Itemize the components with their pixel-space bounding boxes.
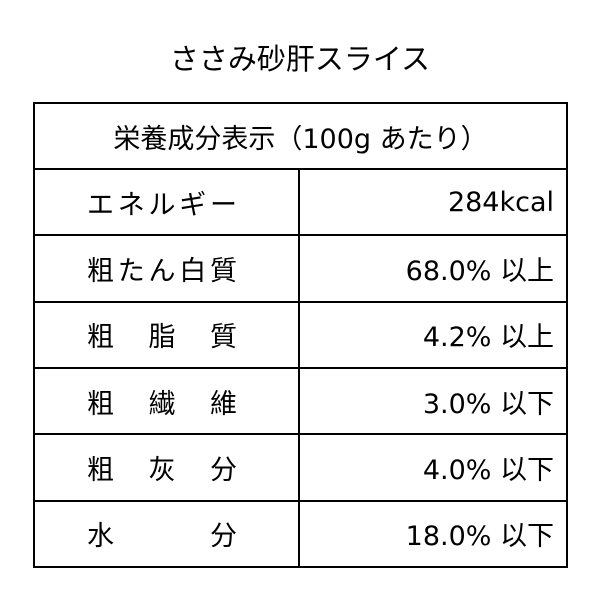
product-title: ささみ砂肝スライス	[169, 42, 431, 76]
nutrient-label-cell: 粗脂質	[33, 300, 300, 369]
nutrient-label-cell: 粗たん白質	[33, 234, 300, 303]
nutrient-label: 粗繊維	[87, 388, 237, 420]
nutrient-label-cell: 粗繊維	[33, 366, 300, 436]
nutrient-value: 18.0% 以下	[298, 499, 568, 569]
table-row: 粗たん白質 68.0% 以上	[33, 234, 568, 303]
table-header-row: 栄養成分表示（100g あたり）	[33, 102, 568, 170]
nutrient-label: 粗脂質	[87, 322, 237, 354]
table-row: 水分 18.0% 以下	[33, 499, 568, 569]
nutrient-value: 284kcal	[298, 167, 568, 237]
nutrient-value: 3.0% 以下	[298, 366, 568, 436]
nutrient-label: 水分	[87, 521, 237, 553]
nutrient-label-cell: エネルギー	[33, 167, 300, 237]
nutrient-value: 4.2% 以上	[298, 300, 568, 369]
nutrient-value: 4.0% 以下	[298, 433, 568, 502]
nutrient-label: 粗たん白質	[87, 255, 237, 287]
table-row: 粗繊維 3.0% 以下	[33, 366, 568, 436]
nutrient-value: 68.0% 以上	[298, 234, 568, 303]
table-header: 栄養成分表示（100g あたり）	[33, 102, 568, 170]
table-row: エネルギー 284kcal	[33, 167, 568, 237]
nutrient-label: エネルギー	[87, 189, 237, 221]
nutrient-label-cell: 粗灰分	[33, 433, 300, 502]
nutrition-table: 栄養成分表示（100g あたり） エネルギー 284kcal 粗たん白質 68.…	[33, 102, 568, 569]
nutrient-label-cell: 水分	[33, 499, 300, 569]
table-row: 粗脂質 4.2% 以上	[33, 300, 568, 369]
nutrient-label: 粗灰分	[87, 454, 237, 486]
table-row: 粗灰分 4.0% 以下	[33, 433, 568, 502]
